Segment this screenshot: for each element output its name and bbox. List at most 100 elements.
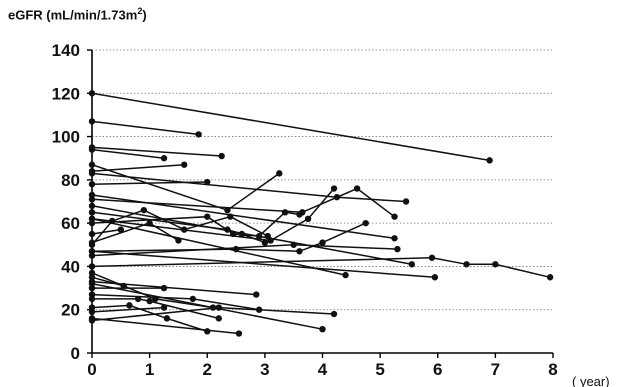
data-point (88, 202, 96, 210)
data-point (362, 219, 369, 227)
data-point (391, 213, 398, 220)
data-point (264, 232, 271, 240)
x-tick-label: 1 (145, 360, 154, 379)
data-point (88, 241, 96, 248)
data-point (117, 226, 125, 233)
y-tick-label: 120 (52, 84, 80, 103)
data-point (126, 302, 133, 309)
data-point (224, 206, 231, 214)
data-point (330, 310, 338, 318)
series-line (91, 228, 121, 235)
data-point (88, 219, 96, 227)
series-line (91, 306, 165, 313)
data-point (281, 209, 289, 216)
y-tick-label: 100 (52, 128, 80, 147)
series-line (91, 181, 208, 185)
data-point (88, 170, 96, 177)
data-point (215, 315, 222, 322)
data-point (88, 308, 96, 316)
x-tick-label: 2 (203, 360, 212, 379)
data-point (163, 315, 171, 322)
series-31 (88, 304, 168, 316)
series-29 (88, 295, 222, 322)
x-tick-label: 6 (433, 360, 442, 379)
data-point (88, 209, 96, 216)
series-10 (88, 185, 398, 220)
series-line (91, 222, 179, 244)
data-point (88, 180, 96, 188)
data-point (204, 213, 211, 220)
data-point (428, 254, 436, 261)
data-point (304, 215, 312, 223)
series-5 (88, 161, 283, 214)
series-line (91, 148, 165, 159)
data-point (253, 291, 260, 298)
series-line (91, 163, 280, 212)
data-point (235, 330, 243, 337)
series-3 (88, 144, 225, 160)
data-point (276, 170, 283, 177)
data-point (394, 245, 401, 253)
data-point (204, 178, 211, 186)
data-point (108, 217, 116, 225)
x-tick-label: 3 (260, 360, 269, 379)
data-point (160, 304, 168, 311)
series-line (91, 146, 222, 157)
data-point (431, 274, 439, 281)
data-point (486, 157, 493, 164)
series-line (91, 163, 185, 172)
series-16 (88, 226, 125, 238)
data-point (319, 325, 326, 333)
series-line (91, 92, 490, 162)
data-point (227, 213, 234, 220)
data-point (88, 196, 96, 203)
series-4 (88, 146, 168, 162)
data-point (175, 237, 182, 244)
data-point (195, 131, 202, 138)
series-18 (88, 206, 271, 248)
series-33 (88, 304, 338, 324)
x-tick-label: 8 (548, 360, 557, 379)
y-tick-labels: 0 20 40 60 80 100 120 140 (52, 41, 80, 363)
series-2 (88, 118, 202, 138)
x-tick-labels: 0 1 2 3 4 5 6 7 8 (87, 360, 557, 379)
data-point (88, 118, 96, 125)
data-point (88, 230, 96, 238)
series-line (91, 257, 551, 279)
y-tick-label: 20 (61, 301, 80, 320)
data-point (492, 261, 499, 268)
data-point (88, 263, 96, 270)
data-point (353, 185, 361, 192)
series-7 (88, 170, 410, 205)
series-line (91, 280, 257, 296)
series-line (92, 298, 219, 320)
data-point (229, 230, 237, 238)
data-point (140, 206, 148, 214)
data-point (88, 295, 96, 303)
data-point (189, 295, 197, 303)
data-point (88, 252, 96, 259)
data-point (146, 297, 153, 305)
y-tick-label: 60 (61, 214, 80, 233)
x-tick-label: 0 (87, 360, 96, 379)
series-21 (88, 241, 401, 259)
x-tick-label: 5 (375, 360, 384, 379)
series-line (91, 282, 323, 330)
y-axis-label: eGFR (mL/min/1.73m2) (8, 6, 147, 23)
data-point (402, 198, 410, 205)
y-tick-label: 140 (52, 41, 80, 60)
series-line (91, 276, 124, 287)
data-point (218, 152, 225, 160)
series-line (91, 209, 269, 246)
data-point (181, 161, 188, 168)
x-tick-label: 4 (318, 360, 328, 379)
y-tick-label: 0 (71, 344, 80, 363)
data-point (181, 226, 188, 233)
data-point (408, 261, 416, 268)
x-tick-label: 7 (491, 360, 500, 379)
data-point (160, 155, 168, 162)
y-tick-label: 40 (61, 257, 80, 276)
data-point (204, 328, 211, 335)
data-point (296, 211, 303, 218)
